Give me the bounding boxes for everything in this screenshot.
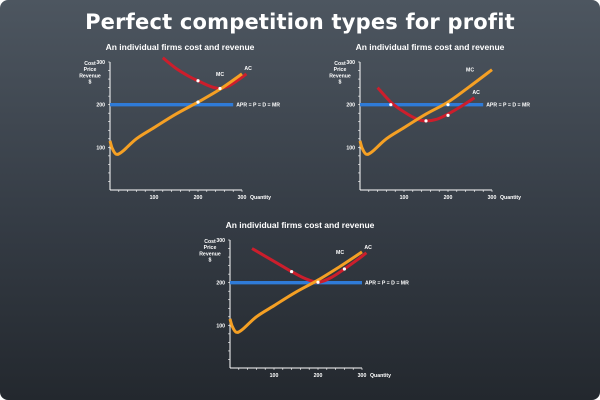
y-axis-label-line: Price xyxy=(204,245,217,251)
ac-curve xyxy=(251,247,368,284)
y-axis-label-line: Revenue xyxy=(79,73,101,79)
chart-panel-bottom: An individual firms cost and revenue Cost… xyxy=(199,220,409,379)
chart-panel-top-left: An individual firms cost and revenue Cost… xyxy=(79,42,280,201)
ac-label: AC xyxy=(472,90,480,96)
y-axis-label-line: Revenue xyxy=(199,251,221,257)
point-marker xyxy=(424,119,428,123)
mc-label: MC xyxy=(216,72,224,78)
mc-curve xyxy=(228,250,363,334)
chart-title: An individual firms cost and revenue xyxy=(356,42,505,52)
point-marker xyxy=(316,280,320,284)
ac-curve xyxy=(161,56,248,91)
x-tick-label: 200 xyxy=(444,195,453,201)
point-marker xyxy=(342,267,346,271)
slide-title: Perfect competition types for profit xyxy=(85,10,515,34)
point-marker xyxy=(446,113,450,117)
mc-label: MC xyxy=(336,250,344,256)
y-tick-label: 200 xyxy=(216,281,225,287)
ac-label: AC xyxy=(364,245,372,251)
y-tick-label: 100 xyxy=(96,145,105,151)
point-marker xyxy=(389,103,393,107)
price-line-label: APR = P = D = MR xyxy=(486,103,530,109)
y-axis-label-line: Price xyxy=(334,67,347,73)
point-marker xyxy=(196,100,200,104)
y-axis-label-line: Cost xyxy=(204,239,216,245)
y-axis-label-line: Cost xyxy=(84,61,96,67)
y-axis-label-line: Price xyxy=(84,67,97,73)
point-marker xyxy=(446,103,450,107)
price-line-label: APR = P = D = MR xyxy=(236,103,280,109)
y-tick-label: 100 xyxy=(216,323,225,329)
y-tick-label: 300 xyxy=(96,60,105,66)
x-tick-label: 300 xyxy=(358,373,367,379)
price-line-label: APR = P = D = MR xyxy=(365,281,409,287)
x-axis-label: Quantity xyxy=(500,195,521,201)
point-marker xyxy=(196,79,200,83)
y-tick-label: 300 xyxy=(216,238,225,244)
point-marker xyxy=(290,269,294,274)
y-axis-label-line: Revenue xyxy=(329,73,351,79)
ac-label: AC xyxy=(244,66,252,72)
y-axis-label-line: $ xyxy=(89,80,92,86)
x-axis-label: Quantity xyxy=(250,195,271,201)
x-tick-label: 100 xyxy=(150,195,159,201)
y-axis-label-line: $ xyxy=(209,258,212,264)
y-axis-label-line: Cost xyxy=(334,61,346,67)
chart-panel-top-right: An individual firms cost and revenue Cost… xyxy=(329,42,530,201)
x-tick-label: 100 xyxy=(400,195,409,201)
y-tick-label: 100 xyxy=(346,145,355,151)
y-tick-label: 200 xyxy=(346,103,355,109)
x-tick-label: 200 xyxy=(194,195,203,201)
x-tick-label: 300 xyxy=(238,195,247,201)
x-tick-label: 300 xyxy=(488,195,497,201)
mc-label: MC xyxy=(466,68,474,74)
chart-title: An individual firms cost and revenue xyxy=(106,42,255,52)
x-tick-label: 100 xyxy=(270,373,279,379)
x-axis-label: Quantity xyxy=(370,373,391,379)
y-tick-label: 200 xyxy=(96,103,105,109)
y-tick-label: 300 xyxy=(346,60,355,66)
point-marker xyxy=(218,86,222,91)
mc-curve xyxy=(108,72,243,156)
y-axis-label-line: $ xyxy=(339,80,342,86)
chart-title: An individual firms cost and revenue xyxy=(226,220,375,230)
x-tick-label: 200 xyxy=(314,373,323,379)
mc-curve xyxy=(358,68,493,156)
